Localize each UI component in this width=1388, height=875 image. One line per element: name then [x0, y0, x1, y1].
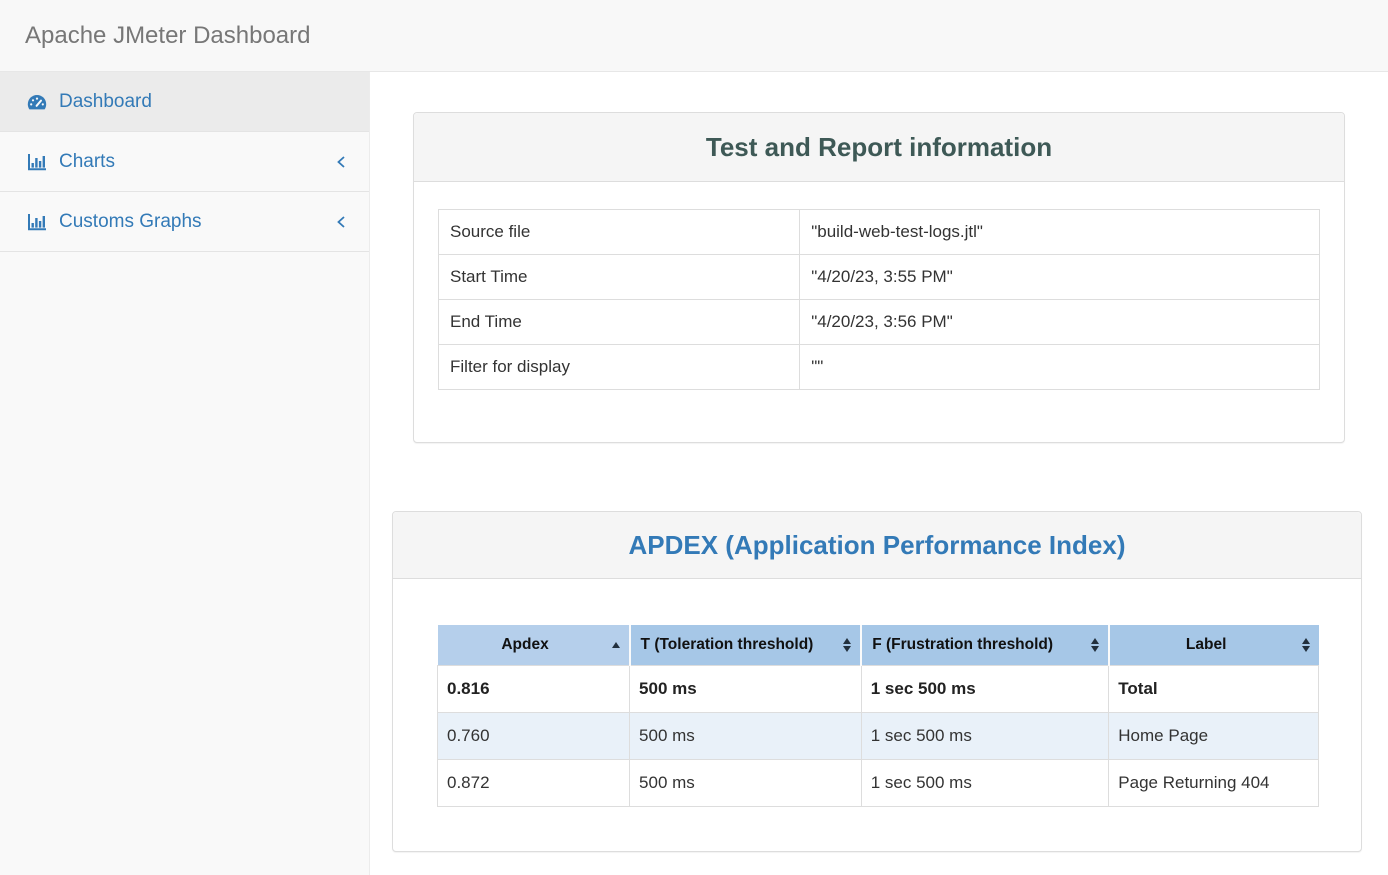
tachometer-icon	[25, 92, 49, 112]
table-row: Start Time "4/20/23, 3:55 PM"	[437, 254, 1320, 300]
chevron-left-icon	[335, 155, 347, 169]
column-header-frustration[interactable]: F (Frustration threshold)	[861, 625, 1110, 665]
bar-chart-icon	[25, 212, 49, 232]
info-value: "4/20/23, 3:55 PM"	[799, 254, 1320, 300]
test-info-table: Source file "build-web-test-logs.jtl" St…	[437, 209, 1320, 390]
sidebar-menu: Dashboard Charts	[0, 72, 369, 252]
frustration-value: 1 sec 500 ms	[860, 711, 1110, 760]
sort-asc-icon	[611, 641, 620, 648]
chevron-left-icon	[335, 215, 347, 229]
apdex-row-total: 0.816 500 ms 1 sec 500 ms Total	[436, 664, 1319, 713]
sidebar-item-label: Customs Graphs	[59, 210, 202, 232]
column-label: T (Toleration threshold)	[640, 635, 814, 653]
column-label: Label	[1185, 635, 1227, 653]
table-row: Filter for display ""	[437, 344, 1320, 390]
table-row: End Time "4/20/23, 3:56 PM"	[437, 299, 1320, 345]
column-label: Apdex	[501, 635, 549, 653]
column-header-apdex[interactable]: Apdex	[437, 625, 631, 665]
sort-both-icon	[1090, 637, 1099, 652]
sidebar-item-customs-graphs[interactable]: Customs Graphs	[0, 192, 369, 252]
toleration-value: 500 ms	[629, 758, 862, 807]
test-info-panel-heading: Test and Report information	[414, 113, 1344, 182]
bar-chart-icon	[25, 152, 49, 172]
apdex-table: Apdex T (Toleration threshold) F (Frustr…	[436, 625, 1319, 807]
info-label: End Time	[437, 299, 801, 345]
info-value: "4/20/23, 3:56 PM"	[799, 299, 1320, 345]
sort-both-icon	[843, 637, 852, 652]
apdex-row: 0.760 500 ms 1 sec 500 ms Home Page	[436, 711, 1319, 760]
toleration-value: 500 ms	[629, 664, 862, 713]
apdex-value: 0.816	[436, 664, 631, 713]
sidebar-item-label: Charts	[59, 150, 115, 172]
main-content: Test and Report information Source file …	[370, 72, 1388, 875]
sidebar-item-label: Dashboard	[59, 90, 152, 112]
label-value: Page Returning 404	[1108, 758, 1319, 807]
frustration-value: 1 sec 500 ms	[860, 758, 1110, 807]
frustration-value: 1 sec 500 ms	[860, 664, 1110, 713]
top-navbar: Apache JMeter Dashboard	[0, 0, 1388, 72]
label-value: Total	[1108, 664, 1319, 713]
apdex-panel-body: Apdex T (Toleration threshold) F (Frustr…	[393, 579, 1361, 851]
sort-both-icon	[1301, 637, 1310, 652]
info-label: Filter for display	[437, 344, 801, 390]
test-info-panel: Test and Report information Source file …	[413, 112, 1345, 443]
apdex-panel: APDEX (Application Performance Index) Ap…	[392, 511, 1362, 852]
sidebar: Dashboard Charts	[0, 72, 370, 875]
apdex-value: 0.872	[436, 758, 631, 807]
test-info-panel-title: Test and Report information	[705, 132, 1053, 162]
info-label: Source file	[437, 209, 801, 255]
apdex-header-row: Apdex T (Toleration threshold) F (Frustr…	[437, 625, 1319, 665]
info-label: Start Time	[437, 254, 801, 300]
sidebar-item-dashboard[interactable]: Dashboard	[0, 72, 369, 132]
apdex-row: 0.872 500 ms 1 sec 500 ms Page Returning…	[436, 758, 1319, 807]
test-info-panel-body: Source file "build-web-test-logs.jtl" St…	[414, 182, 1344, 442]
label-value: Home Page	[1108, 711, 1319, 760]
info-value: "build-web-test-logs.jtl"	[799, 209, 1320, 255]
apdex-value: 0.760	[436, 711, 631, 760]
apdex-panel-heading: APDEX (Application Performance Index)	[393, 512, 1361, 579]
column-header-label[interactable]: Label	[1108, 625, 1319, 665]
table-row: Source file "build-web-test-logs.jtl"	[437, 209, 1320, 255]
toleration-value: 500 ms	[629, 711, 862, 760]
apdex-panel-title: APDEX (Application Performance Index)	[628, 530, 1126, 560]
sidebar-item-charts[interactable]: Charts	[0, 132, 369, 192]
column-label: F (Frustration threshold)	[872, 635, 1054, 653]
column-header-toleration[interactable]: T (Toleration threshold)	[629, 625, 863, 665]
app-title: Apache JMeter Dashboard	[25, 21, 311, 49]
info-value: ""	[799, 344, 1320, 390]
